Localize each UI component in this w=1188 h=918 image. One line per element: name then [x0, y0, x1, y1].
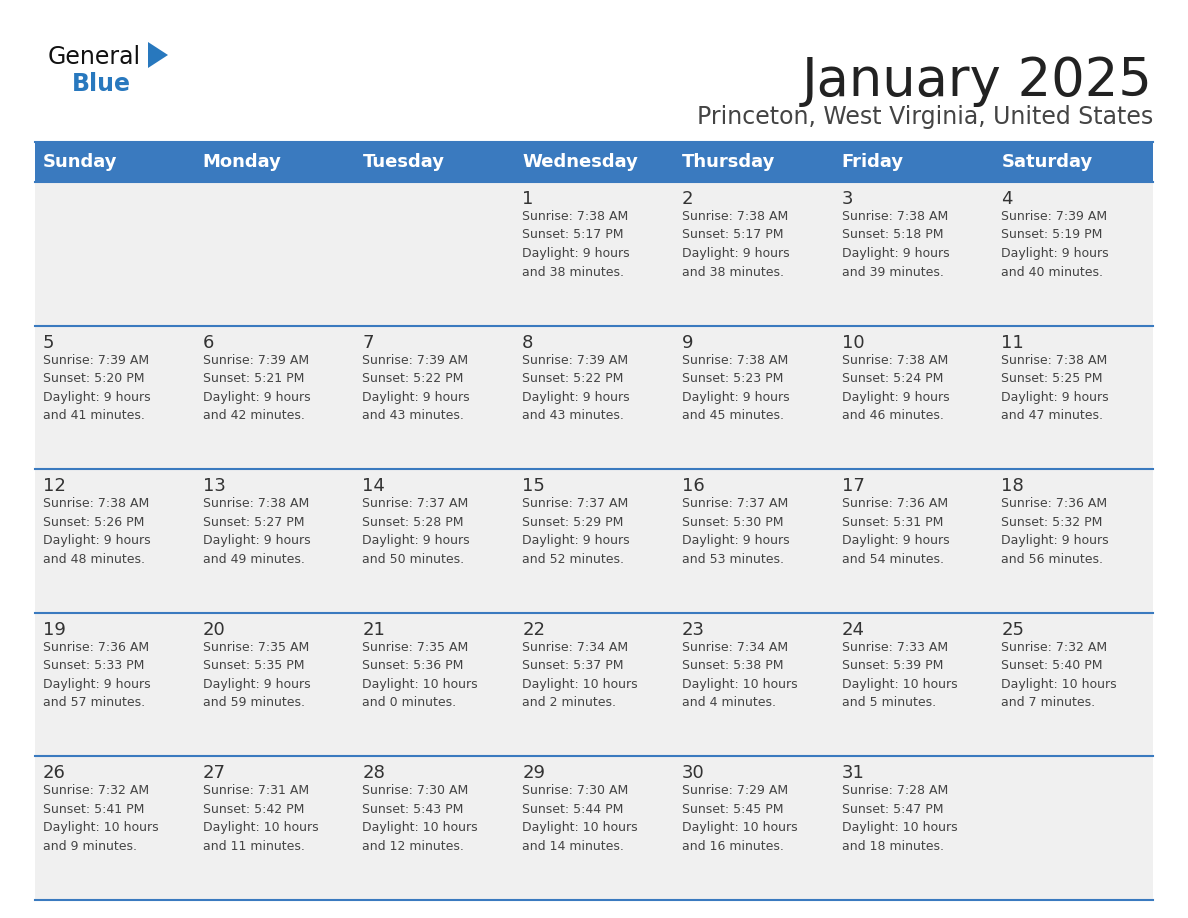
Text: Sunrise: 7:38 AM
Sunset: 5:17 PM
Daylight: 9 hours
and 38 minutes.: Sunrise: 7:38 AM Sunset: 5:17 PM Dayligh…	[682, 210, 790, 278]
Text: Sunrise: 7:36 AM
Sunset: 5:32 PM
Daylight: 9 hours
and 56 minutes.: Sunrise: 7:36 AM Sunset: 5:32 PM Dayligh…	[1001, 498, 1108, 565]
Text: 29: 29	[523, 765, 545, 782]
Text: 11: 11	[1001, 333, 1024, 352]
Text: Sunrise: 7:37 AM
Sunset: 5:28 PM
Daylight: 9 hours
and 50 minutes.: Sunrise: 7:37 AM Sunset: 5:28 PM Dayligh…	[362, 498, 470, 565]
Text: January 2025: January 2025	[802, 55, 1154, 107]
Text: Sunrise: 7:39 AM
Sunset: 5:20 PM
Daylight: 9 hours
and 41 minutes.: Sunrise: 7:39 AM Sunset: 5:20 PM Dayligh…	[43, 353, 151, 422]
Text: Sunday: Sunday	[43, 153, 118, 171]
Bar	[34, 613, 1154, 756]
Text: Sunrise: 7:38 AM
Sunset: 5:24 PM
Daylight: 9 hours
and 46 minutes.: Sunrise: 7:38 AM Sunset: 5:24 PM Dayligh…	[841, 353, 949, 422]
Bar	[34, 756, 1154, 900]
Text: Friday: Friday	[841, 153, 904, 171]
Bar	[34, 326, 1154, 469]
Text: 14: 14	[362, 477, 385, 495]
Text: 27: 27	[203, 765, 226, 782]
Text: Monday: Monday	[203, 153, 282, 171]
Bar	[993, 142, 1154, 182]
Text: 22: 22	[523, 621, 545, 639]
Bar	[34, 469, 1154, 613]
Text: Sunrise: 7:33 AM
Sunset: 5:39 PM
Daylight: 10 hours
and 5 minutes.: Sunrise: 7:33 AM Sunset: 5:39 PM Dayligh…	[841, 641, 958, 710]
Text: Sunrise: 7:39 AM
Sunset: 5:22 PM
Daylight: 9 hours
and 43 minutes.: Sunrise: 7:39 AM Sunset: 5:22 PM Dayligh…	[362, 353, 470, 422]
Text: Sunrise: 7:38 AM
Sunset: 5:25 PM
Daylight: 9 hours
and 47 minutes.: Sunrise: 7:38 AM Sunset: 5:25 PM Dayligh…	[1001, 353, 1108, 422]
Text: Sunrise: 7:29 AM
Sunset: 5:45 PM
Daylight: 10 hours
and 16 minutes.: Sunrise: 7:29 AM Sunset: 5:45 PM Dayligh…	[682, 784, 797, 853]
Text: Sunrise: 7:39 AM
Sunset: 5:21 PM
Daylight: 9 hours
and 42 minutes.: Sunrise: 7:39 AM Sunset: 5:21 PM Dayligh…	[203, 353, 310, 422]
Text: 5: 5	[43, 333, 55, 352]
Text: Sunrise: 7:38 AM
Sunset: 5:17 PM
Daylight: 9 hours
and 38 minutes.: Sunrise: 7:38 AM Sunset: 5:17 PM Dayligh…	[523, 210, 630, 278]
Text: Sunrise: 7:28 AM
Sunset: 5:47 PM
Daylight: 10 hours
and 18 minutes.: Sunrise: 7:28 AM Sunset: 5:47 PM Dayligh…	[841, 784, 958, 853]
Text: 1: 1	[523, 190, 533, 208]
Text: 21: 21	[362, 621, 385, 639]
Text: Sunrise: 7:30 AM
Sunset: 5:44 PM
Daylight: 10 hours
and 14 minutes.: Sunrise: 7:30 AM Sunset: 5:44 PM Dayligh…	[523, 784, 638, 853]
Text: 26: 26	[43, 765, 65, 782]
Bar	[834, 142, 993, 182]
Text: Sunrise: 7:32 AM
Sunset: 5:41 PM
Daylight: 10 hours
and 9 minutes.: Sunrise: 7:32 AM Sunset: 5:41 PM Dayligh…	[43, 784, 159, 853]
Bar	[195, 142, 354, 182]
Text: 17: 17	[841, 477, 865, 495]
Text: 7: 7	[362, 333, 374, 352]
Text: Sunrise: 7:39 AM
Sunset: 5:22 PM
Daylight: 9 hours
and 43 minutes.: Sunrise: 7:39 AM Sunset: 5:22 PM Dayligh…	[523, 353, 630, 422]
Text: General: General	[48, 45, 141, 69]
Text: 30: 30	[682, 765, 704, 782]
Text: 12: 12	[43, 477, 65, 495]
Text: Sunrise: 7:35 AM
Sunset: 5:35 PM
Daylight: 9 hours
and 59 minutes.: Sunrise: 7:35 AM Sunset: 5:35 PM Dayligh…	[203, 641, 310, 710]
Bar	[354, 142, 514, 182]
Text: 16: 16	[682, 477, 704, 495]
Bar	[514, 142, 674, 182]
Bar	[674, 142, 834, 182]
Text: Sunrise: 7:32 AM
Sunset: 5:40 PM
Daylight: 10 hours
and 7 minutes.: Sunrise: 7:32 AM Sunset: 5:40 PM Dayligh…	[1001, 641, 1117, 710]
Text: Sunrise: 7:39 AM
Sunset: 5:19 PM
Daylight: 9 hours
and 40 minutes.: Sunrise: 7:39 AM Sunset: 5:19 PM Dayligh…	[1001, 210, 1108, 278]
Text: Sunrise: 7:38 AM
Sunset: 5:18 PM
Daylight: 9 hours
and 39 minutes.: Sunrise: 7:38 AM Sunset: 5:18 PM Dayligh…	[841, 210, 949, 278]
Polygon shape	[148, 42, 168, 68]
Text: 15: 15	[523, 477, 545, 495]
Text: Sunrise: 7:38 AM
Sunset: 5:26 PM
Daylight: 9 hours
and 48 minutes.: Sunrise: 7:38 AM Sunset: 5:26 PM Dayligh…	[43, 498, 151, 565]
Bar	[34, 142, 195, 182]
Text: 25: 25	[1001, 621, 1024, 639]
Text: Wednesday: Wednesday	[523, 153, 638, 171]
Text: Sunrise: 7:35 AM
Sunset: 5:36 PM
Daylight: 10 hours
and 0 minutes.: Sunrise: 7:35 AM Sunset: 5:36 PM Dayligh…	[362, 641, 478, 710]
Text: Sunrise: 7:38 AM
Sunset: 5:23 PM
Daylight: 9 hours
and 45 minutes.: Sunrise: 7:38 AM Sunset: 5:23 PM Dayligh…	[682, 353, 790, 422]
Text: Tuesday: Tuesday	[362, 153, 444, 171]
Text: 10: 10	[841, 333, 864, 352]
Text: 6: 6	[203, 333, 214, 352]
Text: 2: 2	[682, 190, 694, 208]
Text: 28: 28	[362, 765, 385, 782]
Text: 23: 23	[682, 621, 704, 639]
Text: Sunrise: 7:36 AM
Sunset: 5:31 PM
Daylight: 9 hours
and 54 minutes.: Sunrise: 7:36 AM Sunset: 5:31 PM Dayligh…	[841, 498, 949, 565]
Text: Blue: Blue	[72, 72, 131, 96]
Text: Sunrise: 7:37 AM
Sunset: 5:30 PM
Daylight: 9 hours
and 53 minutes.: Sunrise: 7:37 AM Sunset: 5:30 PM Dayligh…	[682, 498, 790, 565]
Text: 4: 4	[1001, 190, 1013, 208]
Text: 20: 20	[203, 621, 226, 639]
Text: 8: 8	[523, 333, 533, 352]
Text: Sunrise: 7:38 AM
Sunset: 5:27 PM
Daylight: 9 hours
and 49 minutes.: Sunrise: 7:38 AM Sunset: 5:27 PM Dayligh…	[203, 498, 310, 565]
Text: Sunrise: 7:30 AM
Sunset: 5:43 PM
Daylight: 10 hours
and 12 minutes.: Sunrise: 7:30 AM Sunset: 5:43 PM Dayligh…	[362, 784, 478, 853]
Text: Princeton, West Virginia, United States: Princeton, West Virginia, United States	[696, 105, 1154, 129]
Text: Sunrise: 7:36 AM
Sunset: 5:33 PM
Daylight: 9 hours
and 57 minutes.: Sunrise: 7:36 AM Sunset: 5:33 PM Dayligh…	[43, 641, 151, 710]
Text: 13: 13	[203, 477, 226, 495]
Text: 19: 19	[43, 621, 65, 639]
Text: 24: 24	[841, 621, 865, 639]
Bar	[34, 182, 1154, 326]
Text: 31: 31	[841, 765, 865, 782]
Text: Sunrise: 7:34 AM
Sunset: 5:37 PM
Daylight: 10 hours
and 2 minutes.: Sunrise: 7:34 AM Sunset: 5:37 PM Dayligh…	[523, 641, 638, 710]
Text: Sunrise: 7:31 AM
Sunset: 5:42 PM
Daylight: 10 hours
and 11 minutes.: Sunrise: 7:31 AM Sunset: 5:42 PM Dayligh…	[203, 784, 318, 853]
Text: 9: 9	[682, 333, 694, 352]
Text: Thursday: Thursday	[682, 153, 776, 171]
Text: Sunrise: 7:34 AM
Sunset: 5:38 PM
Daylight: 10 hours
and 4 minutes.: Sunrise: 7:34 AM Sunset: 5:38 PM Dayligh…	[682, 641, 797, 710]
Text: Sunrise: 7:37 AM
Sunset: 5:29 PM
Daylight: 9 hours
and 52 minutes.: Sunrise: 7:37 AM Sunset: 5:29 PM Dayligh…	[523, 498, 630, 565]
Text: Saturday: Saturday	[1001, 153, 1093, 171]
Text: 3: 3	[841, 190, 853, 208]
Text: 18: 18	[1001, 477, 1024, 495]
